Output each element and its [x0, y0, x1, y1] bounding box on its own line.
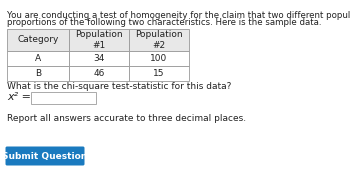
Bar — [7, 29, 69, 51]
Bar — [129, 66, 189, 81]
Text: Population
#1: Population #1 — [75, 30, 123, 50]
Text: proportions of the following two characteristics. Here is the sample data.: proportions of the following two charact… — [7, 18, 322, 27]
Text: You are conducting a test of homogeneity for the claim that two different popula: You are conducting a test of homogeneity… — [7, 11, 350, 20]
Text: 15: 15 — [153, 69, 165, 78]
Text: Report all answers accurate to three decimal places.: Report all answers accurate to three dec… — [7, 114, 246, 123]
Bar — [129, 51, 189, 66]
Text: What is the chi-square test-statistic for this data?: What is the chi-square test-statistic fo… — [7, 82, 231, 91]
Text: 46: 46 — [93, 69, 105, 78]
Text: Category: Category — [17, 35, 59, 44]
Text: A: A — [35, 54, 41, 63]
Text: Population
#2: Population #2 — [135, 30, 183, 50]
Bar — [31, 92, 96, 104]
Bar — [69, 66, 129, 81]
Text: 34: 34 — [93, 54, 105, 63]
Bar — [69, 51, 129, 66]
Bar — [69, 29, 129, 51]
Text: 100: 100 — [150, 54, 168, 63]
Text: Submit Question: Submit Question — [2, 151, 88, 161]
Bar — [129, 29, 189, 51]
Bar — [7, 51, 69, 66]
Text: x² =: x² = — [7, 92, 31, 102]
Text: B: B — [35, 69, 41, 78]
FancyBboxPatch shape — [6, 147, 84, 165]
Bar — [7, 66, 69, 81]
